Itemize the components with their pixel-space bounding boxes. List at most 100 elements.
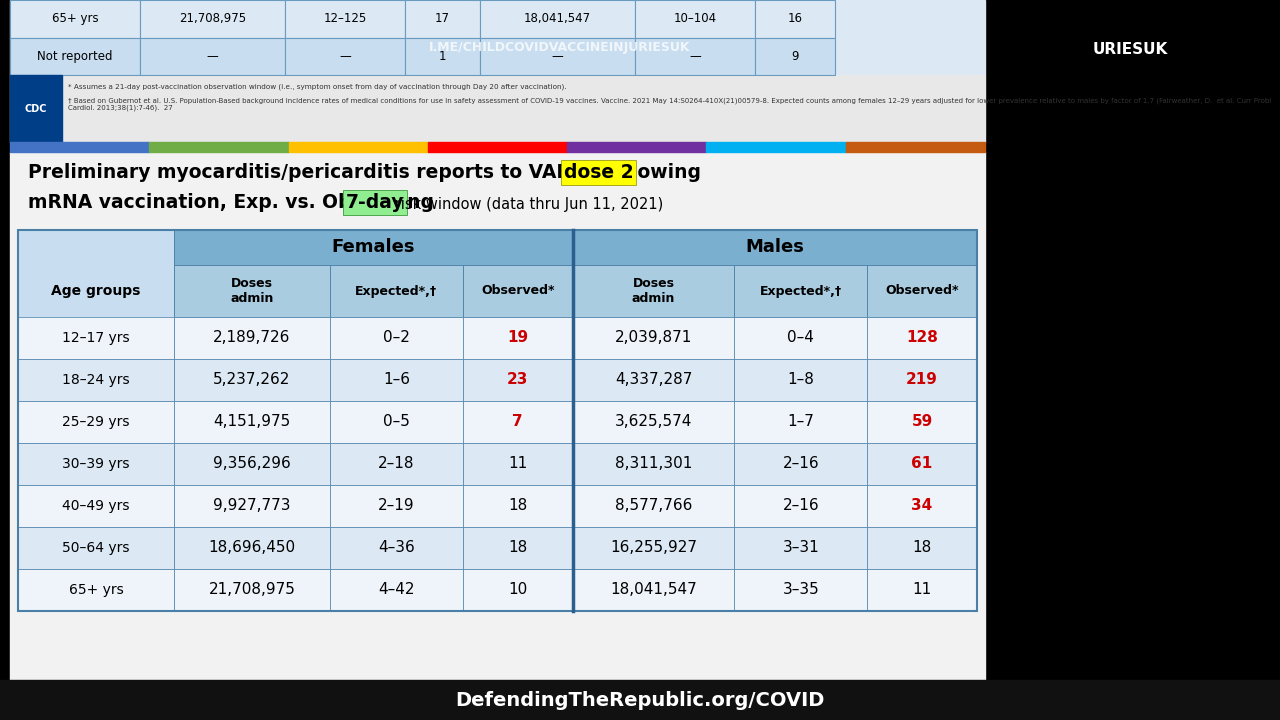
Text: 3–31: 3–31 xyxy=(782,541,819,556)
Bar xyxy=(463,359,572,401)
Text: 2–19: 2–19 xyxy=(378,498,415,513)
Bar xyxy=(986,0,1280,720)
Bar xyxy=(330,265,463,317)
Text: 21,708,975: 21,708,975 xyxy=(179,12,246,25)
Bar xyxy=(140,37,285,75)
Bar xyxy=(174,317,330,359)
Bar xyxy=(18,317,174,359)
Text: URIESUK: URIESUK xyxy=(1092,42,1167,58)
Text: Not reported: Not reported xyxy=(37,50,113,63)
Text: 128: 128 xyxy=(906,330,938,346)
Text: Age groups: Age groups xyxy=(51,284,141,298)
Bar xyxy=(330,359,463,401)
Bar xyxy=(572,527,735,569)
Bar xyxy=(18,527,174,569)
Bar xyxy=(18,401,174,443)
Bar xyxy=(174,527,330,569)
Text: 1–8: 1–8 xyxy=(787,372,814,387)
Text: 4,151,975: 4,151,975 xyxy=(214,415,291,430)
Text: 1: 1 xyxy=(439,50,447,63)
Bar xyxy=(0,680,1280,720)
Bar xyxy=(150,142,288,152)
Text: DefendingTheRepublic.org/COVID: DefendingTheRepublic.org/COVID xyxy=(456,690,824,709)
Text: 16: 16 xyxy=(787,12,803,25)
Text: 8,311,301: 8,311,301 xyxy=(614,456,692,472)
Text: 2–16: 2–16 xyxy=(782,456,819,472)
Text: 18: 18 xyxy=(508,498,527,513)
Bar xyxy=(10,37,140,75)
Text: Females: Females xyxy=(332,238,415,256)
Bar xyxy=(18,230,977,611)
Bar xyxy=(572,359,735,401)
Bar xyxy=(288,142,428,152)
Text: 12–125: 12–125 xyxy=(324,12,366,25)
Bar xyxy=(735,527,868,569)
Text: 0–2: 0–2 xyxy=(383,330,410,346)
Bar xyxy=(404,37,480,75)
Bar xyxy=(140,0,285,37)
Bar xyxy=(10,0,140,37)
Bar xyxy=(330,317,463,359)
Bar xyxy=(735,443,868,485)
Bar xyxy=(868,443,977,485)
Text: 34: 34 xyxy=(911,498,933,513)
Bar xyxy=(428,142,567,152)
Text: 18,696,450: 18,696,450 xyxy=(209,541,296,556)
Text: † Based on Gubernot et al. U.S. Population-Based background incidence rates of m: † Based on Gubernot et al. U.S. Populati… xyxy=(68,97,1271,111)
Bar xyxy=(10,0,986,75)
Bar xyxy=(174,359,330,401)
Text: 2–16: 2–16 xyxy=(782,498,819,513)
Text: 61: 61 xyxy=(911,456,933,472)
Bar xyxy=(572,265,735,317)
Bar xyxy=(480,0,635,37)
Bar xyxy=(10,75,61,142)
Text: 18: 18 xyxy=(508,541,527,556)
Text: 0–4: 0–4 xyxy=(787,330,814,346)
Bar xyxy=(330,401,463,443)
Text: 50–64 yrs: 50–64 yrs xyxy=(63,541,129,555)
Text: Expected*,†: Expected*,† xyxy=(356,284,438,297)
Bar xyxy=(735,569,868,611)
Bar xyxy=(635,37,755,75)
Text: 19: 19 xyxy=(507,330,529,346)
Text: 9,927,773: 9,927,773 xyxy=(214,498,291,513)
Text: 18–24 yrs: 18–24 yrs xyxy=(63,373,129,387)
Text: Preliminary myocarditis/pericarditis reports to VAERS following: Preliminary myocarditis/pericarditis rep… xyxy=(28,163,708,182)
Bar xyxy=(330,527,463,569)
Bar xyxy=(463,443,572,485)
Bar xyxy=(10,75,986,142)
Bar xyxy=(868,265,977,317)
Bar xyxy=(572,485,735,527)
Text: Doses
admin: Doses admin xyxy=(230,277,274,305)
Bar xyxy=(463,401,572,443)
Bar xyxy=(735,401,868,443)
Text: 18: 18 xyxy=(913,541,932,556)
Bar xyxy=(18,359,174,401)
Text: 0–5: 0–5 xyxy=(383,415,410,430)
Bar xyxy=(463,485,572,527)
Bar xyxy=(572,443,735,485)
Bar xyxy=(572,230,977,265)
Text: —: — xyxy=(552,50,563,63)
Bar xyxy=(735,265,868,317)
Bar xyxy=(868,317,977,359)
Bar xyxy=(18,569,174,611)
Text: 7-day: 7-day xyxy=(346,193,404,212)
Text: Observed*: Observed* xyxy=(481,284,554,297)
Text: 30–39 yrs: 30–39 yrs xyxy=(63,457,129,471)
Bar xyxy=(868,359,977,401)
Text: 1–7: 1–7 xyxy=(787,415,814,430)
Bar xyxy=(868,485,977,527)
Text: 10: 10 xyxy=(508,582,527,598)
Text: Males: Males xyxy=(745,238,804,256)
Bar xyxy=(846,142,986,152)
Text: 2,039,871: 2,039,871 xyxy=(614,330,692,346)
Text: 17: 17 xyxy=(435,12,451,25)
Text: 4,337,287: 4,337,287 xyxy=(614,372,692,387)
Bar xyxy=(285,37,404,75)
Bar xyxy=(174,569,330,611)
Bar xyxy=(572,569,735,611)
Bar xyxy=(174,265,330,317)
Text: 3,625,574: 3,625,574 xyxy=(614,415,692,430)
Text: * Assumes a 21-day post-vaccination observation window (i.e., symptom onset from: * Assumes a 21-day post-vaccination obse… xyxy=(68,83,567,89)
